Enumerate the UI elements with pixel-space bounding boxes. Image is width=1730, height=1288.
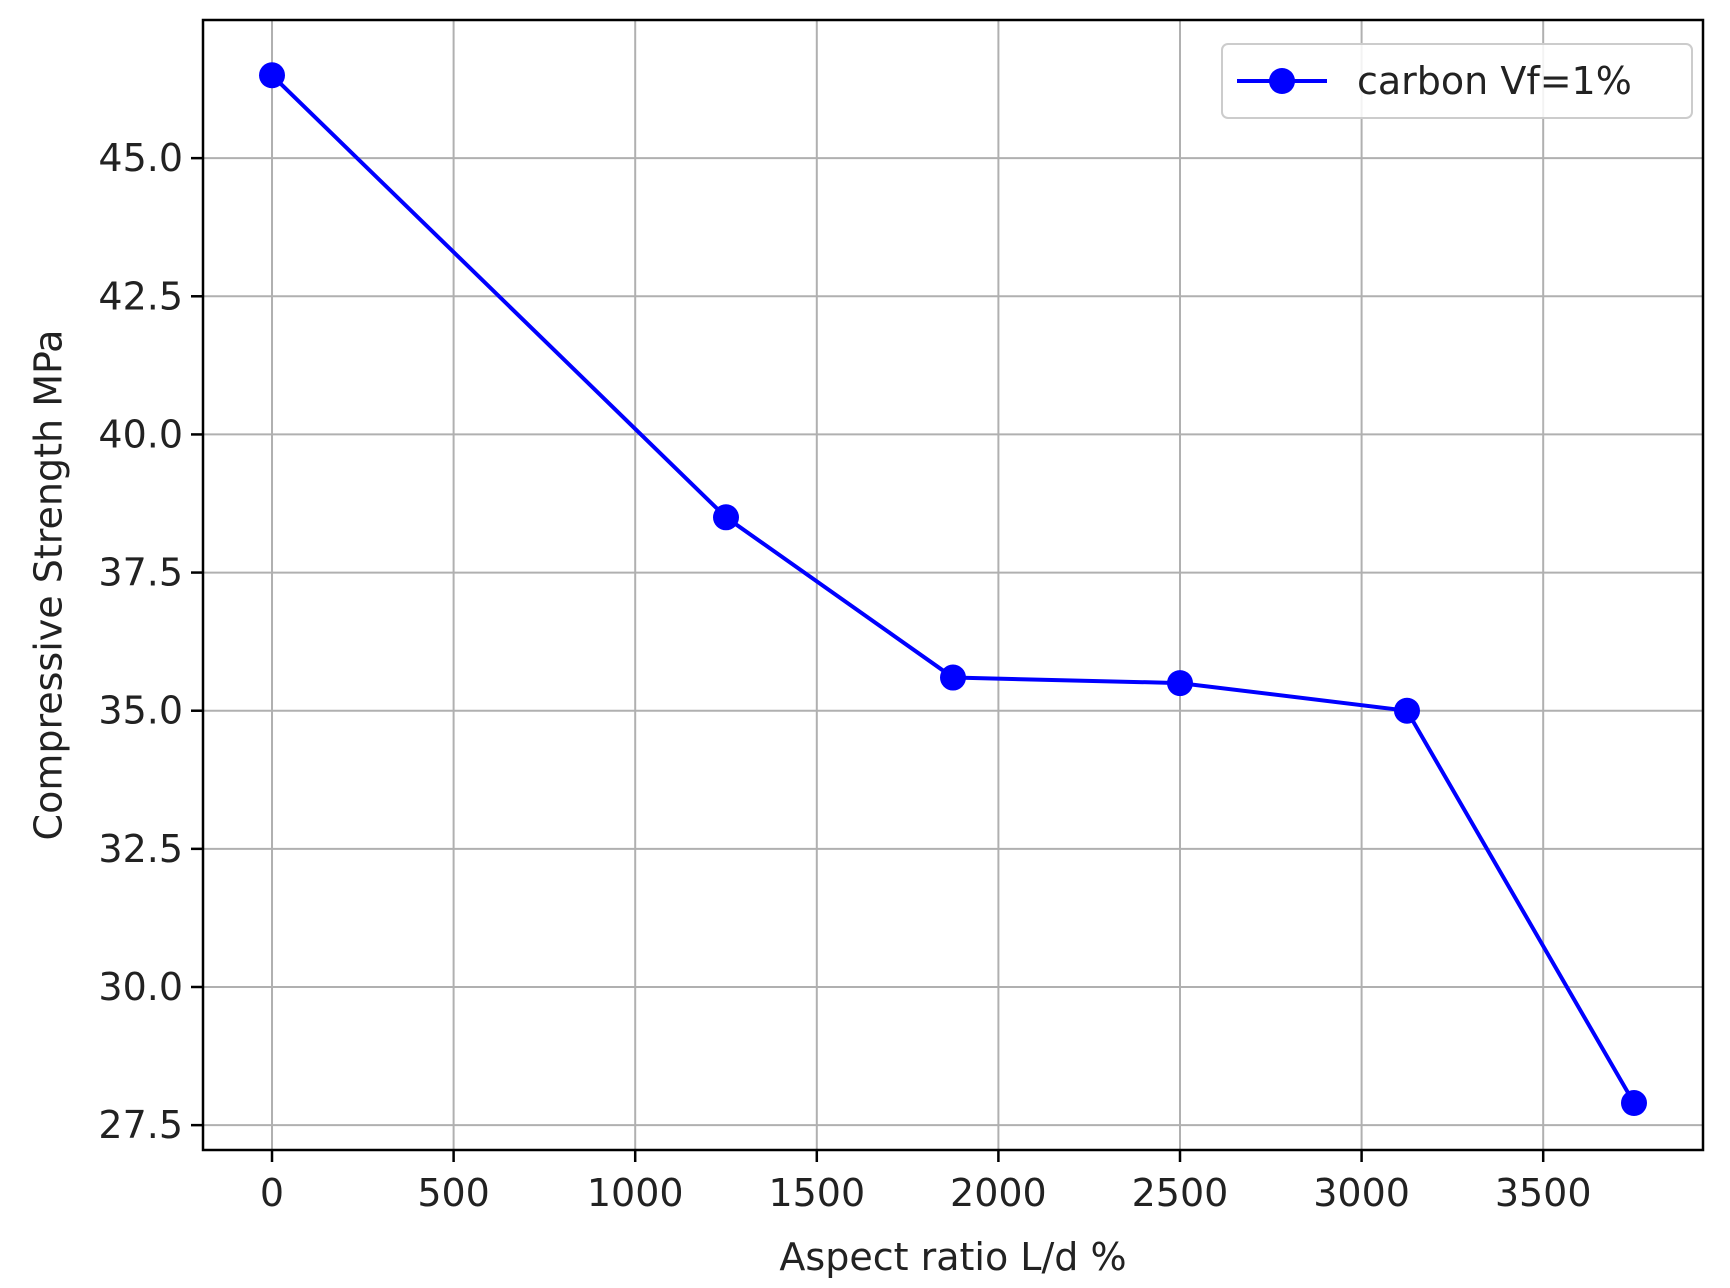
x-tick-label: 3000 xyxy=(1313,1171,1410,1215)
y-tick-label: 37.5 xyxy=(98,551,183,595)
x-tick-label: 1000 xyxy=(587,1171,684,1215)
x-axis-ticks: 0 500 1000 1500 2000 2500 3000 3500 xyxy=(260,1150,1592,1215)
x-tick-label: 2500 xyxy=(1132,1171,1229,1215)
y-axis-title: Compressive Strength MPa xyxy=(26,330,70,841)
legend-label: carbon Vf=1% xyxy=(1357,59,1632,103)
series-line-0 xyxy=(270,73,1636,1105)
y-axis-ticks: 27.5 30.0 32.5 35.0 37.5 40.0 42.5 45.0 xyxy=(98,136,203,1147)
y-tick-label: 30.0 xyxy=(98,965,183,1009)
x-tick-label: 2000 xyxy=(950,1171,1047,1215)
y-tick-label: 42.5 xyxy=(98,274,183,318)
y-tick-label: 45.0 xyxy=(98,136,183,180)
legend-marker-sample xyxy=(1269,68,1295,94)
series-layer xyxy=(259,62,1647,1117)
data-point xyxy=(1393,697,1420,724)
y-tick-label: 32.5 xyxy=(98,827,183,871)
legend-box xyxy=(1221,43,1693,119)
y-tick-label: 27.5 xyxy=(98,1103,183,1147)
data-point xyxy=(259,62,286,89)
plot-area-frame xyxy=(201,18,1705,1152)
y-tick-label: 35.0 xyxy=(98,689,183,733)
x-tick-label: 3500 xyxy=(1495,1171,1592,1215)
data-point xyxy=(1166,670,1193,697)
x-tick-label: 0 xyxy=(260,1171,284,1215)
x-tick-label: 500 xyxy=(417,1171,490,1215)
x-tick-label: 1500 xyxy=(768,1171,865,1215)
data-point xyxy=(1620,1090,1647,1117)
x-axis-title: Aspect ratio L/d % xyxy=(779,1235,1126,1279)
legend: carbon Vf=1% xyxy=(1221,43,1693,119)
y-tick-label: 40.0 xyxy=(98,412,183,456)
data-point xyxy=(713,504,740,531)
grid-lines xyxy=(203,20,1703,1150)
data-point xyxy=(940,664,966,691)
